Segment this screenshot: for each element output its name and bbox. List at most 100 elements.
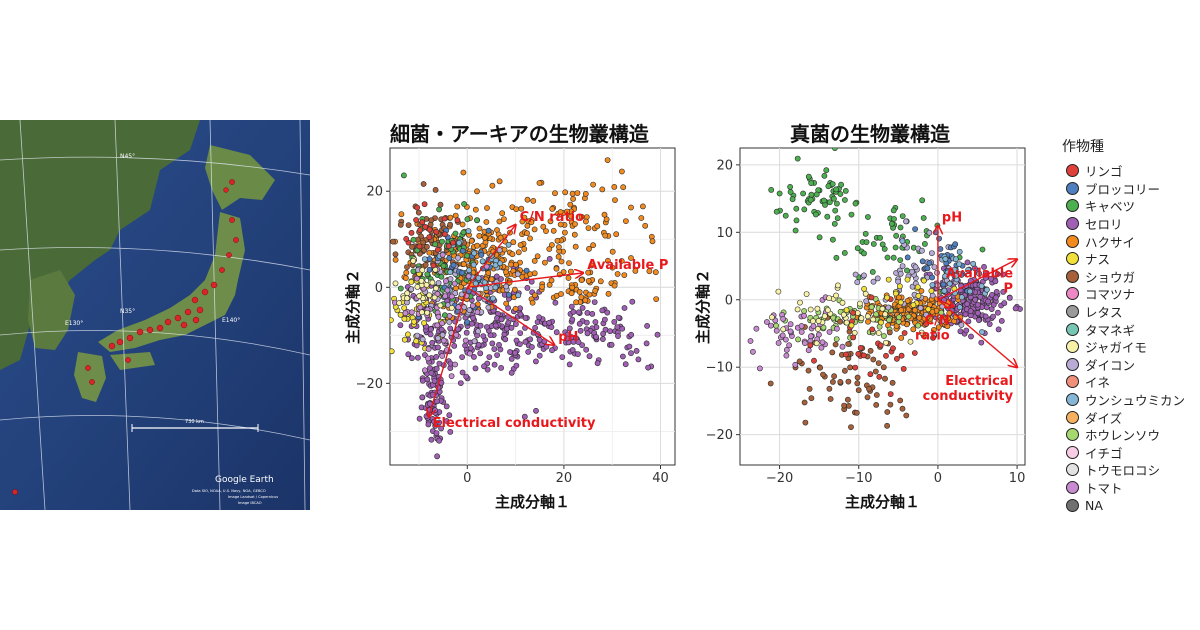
data-point [566,361,573,368]
data-point [445,243,452,249]
data-point [465,228,472,234]
data-point [942,273,948,280]
data-point [877,234,883,241]
data-point [965,266,971,273]
data-point [450,239,456,246]
data-point [496,178,503,185]
data-point [773,322,779,329]
data-point [426,234,433,240]
legend-item: イネ [1062,373,1200,391]
data-point [977,293,984,300]
data-point [985,298,991,305]
data-point [615,333,621,339]
data-point [884,422,890,429]
data-point [405,331,411,338]
legend-item: ハクサイ [1062,232,1200,250]
data-point [555,244,562,250]
data-point [855,387,862,394]
data-point [1000,288,1007,295]
data-point [502,336,509,343]
data-point [530,198,537,204]
data-point [632,267,639,274]
data-point [434,398,440,405]
data-point [421,320,427,326]
legend-label: ショウガ [1085,269,1136,285]
data-point [920,277,927,284]
data-point [429,279,436,286]
data-point [877,342,884,349]
data-point [567,201,574,208]
data-point [491,346,498,352]
data-point [619,325,626,332]
data-point [452,361,458,368]
data-point [619,353,626,360]
data-point [547,218,554,225]
data-point [521,214,528,221]
data-point [437,302,444,309]
data-point [912,226,918,232]
data-point [861,250,867,257]
data-point [854,279,861,286]
x-tick-label: −20 [766,471,793,486]
data-point [769,314,775,321]
data-point [483,285,489,291]
data-point [455,326,461,333]
data-point [483,219,490,225]
y-axis-label: 主成分軸２ [694,269,712,344]
legend-item: ナス [1062,250,1200,268]
data-point [471,338,478,345]
data-point [998,317,1005,324]
data-point [873,392,880,398]
data-point [870,356,877,363]
vector-label: pH [558,330,578,345]
data-point [807,196,814,203]
data-point [422,224,429,230]
data-point [1012,305,1019,312]
data-point [564,208,570,215]
map-attribution-2: Image Landsat / Copernicus [228,495,278,499]
data-point [505,319,512,326]
y-tick-label: 20 [716,158,733,173]
data-point [446,255,453,262]
data-point [789,196,796,203]
data-point [779,332,786,339]
legend-item: レタス [1062,303,1200,321]
y-tick-label: 0 [375,281,383,296]
vector-arrow [429,287,468,417]
data-point [512,321,519,327]
vector-label: Electrical conductivity [433,416,596,431]
data-point [454,217,461,224]
data-point [433,353,440,360]
legend-item: リンゴ [1062,162,1200,180]
data-point [548,242,555,248]
data-point [569,347,576,353]
data-point [392,256,399,263]
data-point [951,266,958,273]
data-point [608,341,615,348]
data-point [447,360,454,367]
data-point [428,436,435,443]
data-point [888,220,895,227]
data-point [567,268,574,275]
data-point [930,334,936,341]
data-point [870,316,877,323]
data-point [764,319,770,325]
data-point [952,241,959,248]
data-point [823,167,830,174]
data-point [416,415,423,422]
data-point [572,221,578,227]
data-point [839,299,846,306]
data-point [867,347,874,354]
data-point [989,291,995,298]
data-point [957,328,964,335]
legend-item: ブロッコリー [1062,180,1200,198]
x-tick-label: 10 [1009,471,1026,486]
x-tick-label: 20 [556,471,573,486]
data-point [910,326,917,333]
data-point [819,339,826,346]
data-point [775,288,782,295]
data-point [787,184,793,190]
data-point [447,269,454,275]
data-point [505,291,512,298]
data-point [917,305,924,311]
